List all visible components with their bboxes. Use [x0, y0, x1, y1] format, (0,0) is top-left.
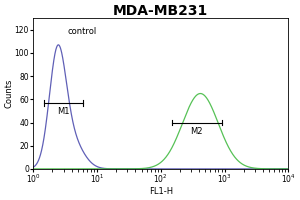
X-axis label: FL1-H: FL1-H	[149, 187, 173, 196]
Title: MDA-MB231: MDA-MB231	[113, 4, 208, 18]
Text: M1: M1	[57, 107, 70, 116]
Y-axis label: Counts: Counts	[4, 79, 13, 108]
Text: M2: M2	[190, 127, 203, 136]
Text: control: control	[68, 27, 97, 36]
